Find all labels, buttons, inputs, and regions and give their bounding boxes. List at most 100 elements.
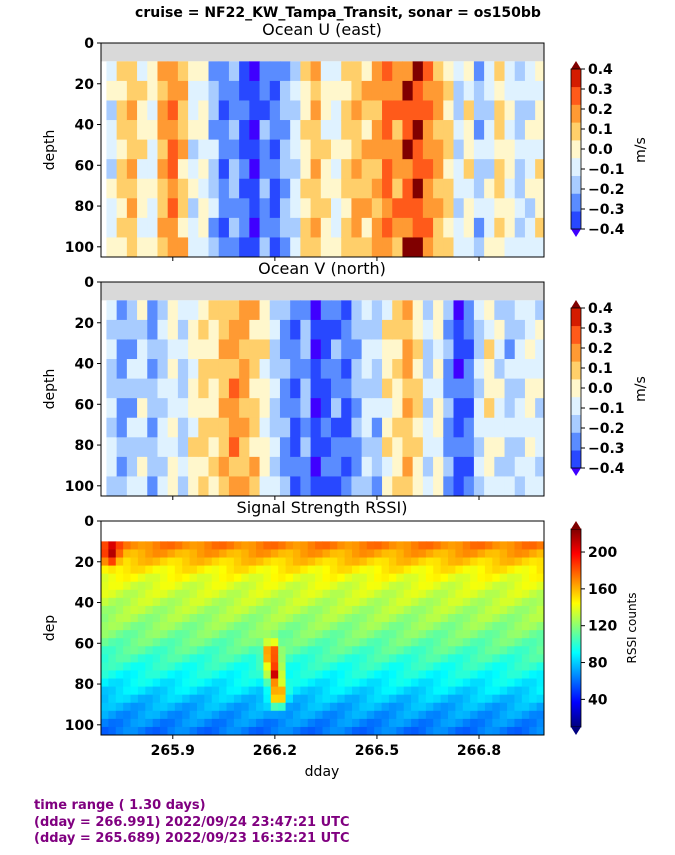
heatmap-cell	[462, 694, 471, 704]
heatmap-cell	[208, 300, 220, 321]
heatmap-cell	[433, 710, 442, 720]
heatmap-cell	[248, 678, 257, 688]
heatmap-cell	[402, 339, 414, 360]
heatmap-cell	[453, 237, 465, 258]
heatmap-cell	[463, 319, 475, 340]
heatmap-cell	[388, 605, 397, 615]
heatmap-cell	[152, 646, 161, 655]
heatmap-cell	[536, 541, 545, 550]
heatmap-cell	[292, 557, 301, 567]
heatmap-cell	[241, 581, 250, 591]
heatmap-cell	[366, 654, 375, 663]
heatmap-cell	[270, 726, 279, 736]
heatmap-cell	[359, 557, 368, 567]
heatmap-cell	[322, 654, 331, 663]
heatmap-cell	[453, 339, 465, 360]
heatmap-cell	[259, 139, 271, 160]
heatmap-cell	[115, 702, 124, 712]
heatmap-cell	[279, 120, 291, 141]
heatmap-cell	[177, 476, 189, 497]
heatmap-cell	[361, 100, 373, 121]
heatmap-cell	[137, 80, 148, 101]
heatmap-cell	[473, 437, 485, 458]
heatmap-cell	[101, 573, 109, 583]
heatmap-cell	[351, 339, 363, 360]
heatmap-cell	[473, 120, 485, 141]
heatmap-cell	[315, 702, 323, 712]
heatmap-cell	[514, 198, 526, 219]
heatmap-cell	[455, 605, 464, 615]
heatmap-cell	[359, 613, 368, 623]
heatmap-cell	[433, 597, 442, 607]
heatmap-cell	[174, 589, 183, 599]
heatmap-cell	[322, 589, 331, 599]
heatmap-cell	[137, 359, 148, 380]
heatmap-cell	[492, 622, 501, 631]
heatmap-cell	[315, 646, 323, 655]
heatmap-cell	[270, 613, 279, 623]
heatmap-cell	[300, 437, 312, 458]
panel-title: Ocean U (east)	[262, 20, 382, 39]
heatmap-cell	[448, 589, 456, 599]
heatmap-cell	[433, 80, 444, 101]
heatmap-cell	[374, 589, 383, 599]
heatmap-cell	[182, 702, 191, 712]
heatmap-cell	[529, 589, 538, 599]
heatmap-cell	[504, 300, 516, 321]
heatmap-cell	[499, 654, 508, 663]
colorbar-segment	[571, 361, 581, 380]
heatmap-cell	[259, 417, 271, 438]
heatmap-cell	[477, 605, 486, 615]
heatmap-cell	[188, 237, 199, 258]
heatmap-cell	[453, 300, 465, 321]
heatmap-cell	[462, 605, 471, 615]
heatmap-cell	[371, 417, 383, 438]
heatmap-cell	[233, 581, 242, 591]
heatmap-cell	[263, 718, 272, 728]
heatmap-cell	[352, 654, 360, 663]
heatmap-cell	[477, 589, 486, 599]
heatmap-cell	[388, 622, 397, 631]
heatmap-cell	[521, 678, 530, 688]
heatmap-cell	[412, 237, 424, 258]
heatmap-cell	[101, 686, 109, 696]
heatmap-cell	[279, 139, 291, 160]
heatmap-cell	[514, 678, 523, 688]
heatmap-cell	[337, 670, 346, 680]
heatmap-cell	[126, 100, 138, 121]
heatmap-cell	[160, 686, 168, 696]
colorbar-segment	[571, 86, 581, 105]
heatmap-cell	[204, 597, 213, 607]
heatmap-cell	[239, 217, 250, 238]
heatmap-cell	[422, 120, 434, 141]
heatmap-cell	[344, 605, 353, 615]
heatmap-cell	[115, 710, 124, 720]
heatmap-cell	[322, 726, 331, 736]
heatmap-cell	[101, 702, 109, 712]
heatmap-cell	[116, 80, 128, 101]
heatmap-cell	[504, 120, 516, 141]
heatmap-cell	[256, 702, 264, 712]
heatmap-cell	[388, 565, 397, 575]
heatmap-cell	[233, 726, 242, 736]
heatmap-cell	[290, 100, 301, 121]
heatmap-cell	[167, 557, 176, 567]
heatmap-cell	[188, 120, 199, 141]
heatmap-cell	[382, 319, 393, 340]
heatmap-cell	[239, 417, 250, 438]
heatmap-cell	[290, 319, 301, 340]
heatmap-cell	[455, 557, 464, 567]
heatmap-cell	[226, 541, 235, 550]
heatmap-cell	[211, 573, 220, 583]
heatmap-cell	[411, 549, 419, 559]
heatmap-cell	[463, 159, 475, 180]
heatmap-cell	[403, 686, 412, 696]
heatmap-cell	[521, 557, 530, 567]
heatmap-cell	[300, 120, 312, 141]
heatmap-cell	[198, 100, 210, 121]
heatmap-cell	[307, 686, 316, 696]
heatmap-cell	[241, 662, 250, 671]
heatmap-cell	[361, 398, 373, 419]
heatmap-cell	[433, 694, 442, 704]
heatmap-cell	[177, 139, 189, 160]
